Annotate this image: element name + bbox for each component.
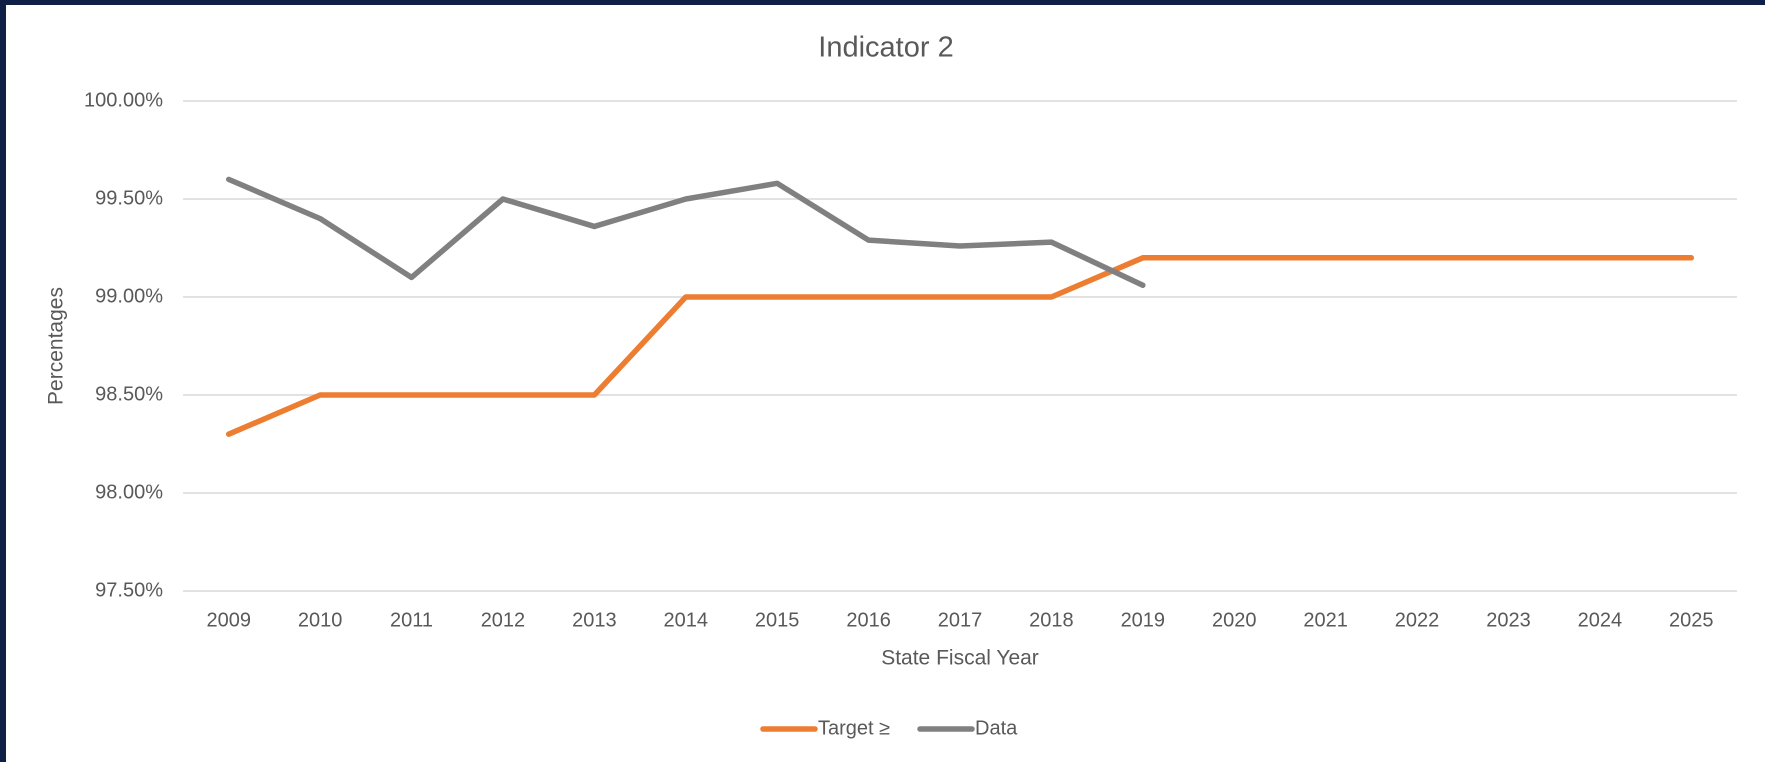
y-axis-label: Percentages — [45, 287, 68, 405]
x-tick-label: 2024 — [1578, 609, 1623, 631]
x-tick-label: 2018 — [1029, 609, 1074, 631]
y-tick-label: 98.00% — [95, 481, 163, 503]
x-tick-label: 2023 — [1486, 609, 1531, 631]
x-tick-label: 2022 — [1395, 609, 1440, 631]
x-tick-label: 2021 — [1303, 609, 1348, 631]
y-tick-label: 99.50% — [95, 187, 163, 209]
x-tick-label: 2017 — [938, 609, 983, 631]
y-tick-label: 98.50% — [95, 383, 163, 405]
y-tick-label: 99.00% — [95, 285, 163, 307]
y-tick-label: 97.50% — [95, 579, 163, 601]
series-line — [225, 255, 1695, 437]
x-tick-label: 2020 — [1212, 609, 1257, 631]
legend-label: Data — [975, 717, 1018, 739]
chart-title: Indicator 2 — [818, 32, 953, 64]
legend-label: Target ≥ — [818, 717, 890, 739]
x-tick-label: 2010 — [298, 609, 343, 631]
x-tick-label: 2013 — [572, 609, 617, 631]
x-tick-label: 2012 — [481, 609, 526, 631]
x-tick-label: 2014 — [664, 609, 709, 631]
chart-background — [6, 5, 1765, 762]
x-tick-label: 2015 — [755, 609, 800, 631]
x-axis-label: State Fiscal Year — [881, 647, 1039, 670]
x-tick-label: 2009 — [206, 609, 251, 631]
series-line — [225, 176, 1146, 288]
x-tick-label: 2011 — [390, 609, 433, 631]
y-tick-label: 100.00% — [84, 89, 163, 111]
x-tick-label: 2016 — [846, 609, 891, 631]
x-tick-label: 2025 — [1669, 609, 1714, 631]
x-tick-label: 2019 — [1121, 609, 1166, 631]
